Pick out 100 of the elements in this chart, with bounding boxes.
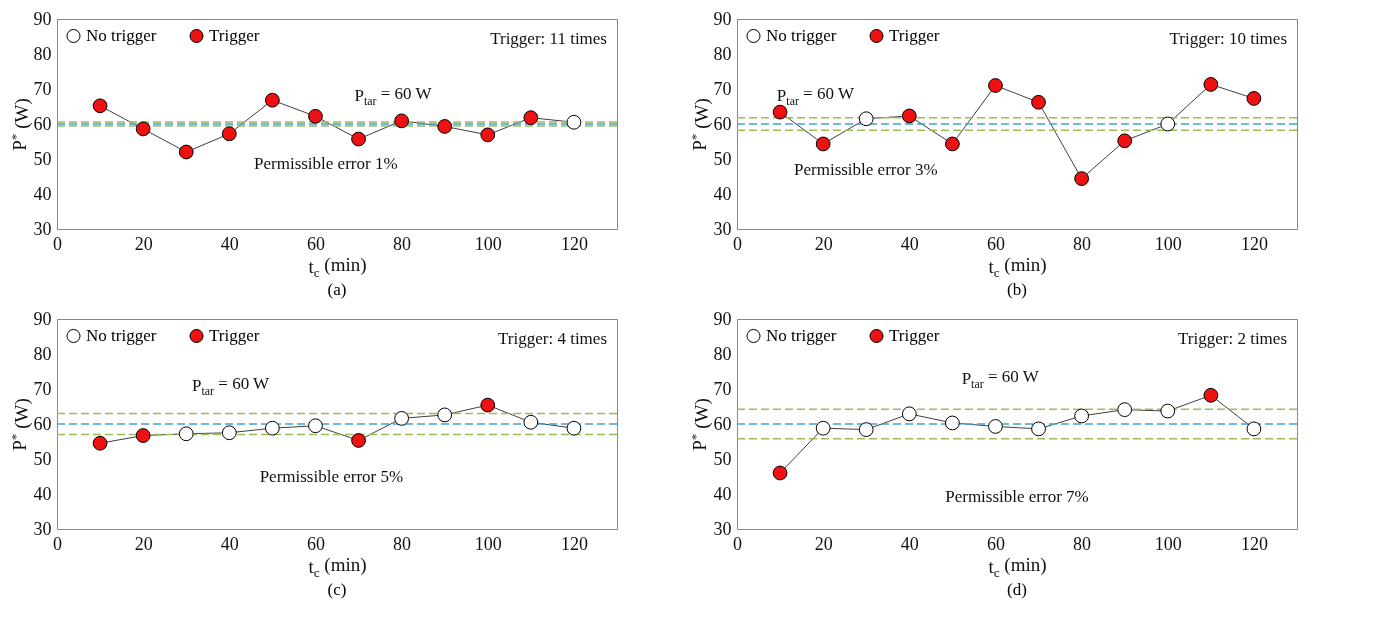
x-axis-title: t$_{c}$ (min) xyxy=(988,553,1047,580)
x-tick-label: 80 xyxy=(1073,533,1092,554)
point xyxy=(1031,94,1046,110)
ref-line-label: Permissible error 5% xyxy=(259,466,404,486)
legend-label: Trigger xyxy=(889,25,940,45)
y-tick-label: 30 xyxy=(713,218,732,239)
y-tick-label: 40 xyxy=(33,483,52,504)
y-tick-label: 50 xyxy=(33,448,52,469)
y-tick-label: 50 xyxy=(713,448,732,469)
point xyxy=(308,108,323,124)
point xyxy=(394,113,410,129)
y-tick-label: 90 xyxy=(713,8,732,29)
point xyxy=(815,420,831,436)
point xyxy=(1160,403,1176,419)
point xyxy=(988,78,1003,93)
point xyxy=(1203,77,1219,92)
legend-label: Trigger xyxy=(889,325,940,345)
x-tick-label: 80 xyxy=(1073,233,1092,254)
y-tick-label: 60 xyxy=(713,113,732,134)
legend-label: No trigger xyxy=(766,325,837,345)
x-tick-label: 20 xyxy=(814,533,833,554)
point xyxy=(1074,408,1090,424)
x-tick-label: 100 xyxy=(1154,533,1182,554)
point xyxy=(351,433,366,448)
x-tick-label: 40 xyxy=(220,233,239,254)
y-tick-label: 60 xyxy=(33,413,52,434)
point xyxy=(1074,171,1090,186)
y-tick-label: 90 xyxy=(33,308,52,329)
y-tick-label: 80 xyxy=(713,343,732,364)
x-tick-label: 80 xyxy=(393,533,412,554)
legend-label: Trigger xyxy=(209,325,260,345)
point xyxy=(135,121,151,137)
point xyxy=(178,144,194,160)
x-tick-label: 60 xyxy=(306,533,325,554)
point xyxy=(772,465,788,481)
text: (a) xyxy=(327,280,347,299)
point xyxy=(221,126,237,142)
legend-label: Trigger xyxy=(209,25,260,45)
x-tick-label: 120 xyxy=(1240,533,1268,554)
point xyxy=(1117,133,1133,149)
x-tick-label: 40 xyxy=(900,233,919,254)
x-tick-label: 40 xyxy=(220,533,239,554)
point xyxy=(92,435,108,451)
x-axis-title: t$_{c}$ (min) xyxy=(988,253,1047,280)
y-tick-label: 90 xyxy=(713,308,732,329)
point xyxy=(1246,91,1262,106)
ref-line-label: Permissible error 1% xyxy=(254,154,398,174)
point xyxy=(1203,387,1219,403)
point xyxy=(308,418,323,434)
point xyxy=(480,127,496,143)
annotation: Trigger: 10 times xyxy=(1169,29,1287,48)
y-tick-label: 80 xyxy=(33,343,52,364)
y-tick-label: 60 xyxy=(33,113,52,134)
y-tick-label: 40 xyxy=(713,483,732,504)
x-tick-label: 20 xyxy=(134,533,153,554)
point xyxy=(1117,402,1133,418)
annotation: Trigger: 4 times xyxy=(498,329,607,348)
point xyxy=(1031,421,1046,437)
point xyxy=(264,420,280,436)
point xyxy=(988,419,1003,434)
point xyxy=(901,108,917,124)
y-tick-label: 90 xyxy=(33,8,52,29)
x-tick-label: 100 xyxy=(474,533,502,554)
x-tick-label: 0 xyxy=(733,533,742,554)
point xyxy=(437,407,453,423)
y-tick-label: 30 xyxy=(33,518,52,539)
y-tick-label: 40 xyxy=(33,183,52,204)
y-tick-label: 70 xyxy=(713,378,732,399)
y-tick-label: 60 xyxy=(713,413,732,434)
legend-label: No trigger xyxy=(86,25,157,45)
y-tick-label: 70 xyxy=(33,378,52,399)
ref-line-label: Permissible error 3% xyxy=(794,160,938,180)
x-tick-label: 60 xyxy=(306,233,325,254)
point xyxy=(221,425,237,441)
point xyxy=(351,131,366,147)
x-tick-label: 120 xyxy=(560,533,588,554)
point xyxy=(394,411,410,426)
point xyxy=(772,104,788,120)
point xyxy=(858,422,874,437)
text: (d) xyxy=(1007,580,1027,599)
y-tick-label: 50 xyxy=(33,148,52,169)
point xyxy=(901,406,917,422)
x-tick-label: 20 xyxy=(814,233,833,254)
annotation: Trigger: 11 times xyxy=(490,29,607,48)
x-tick-label: 120 xyxy=(1240,233,1268,254)
x-tick-label: 60 xyxy=(986,533,1005,554)
y-tick-label: 30 xyxy=(33,218,52,239)
x-axis-title: t$_{c}$ (min) xyxy=(308,553,367,580)
y-tick-label: 40 xyxy=(713,183,732,204)
point xyxy=(135,428,151,443)
x-tick-label: 20 xyxy=(134,233,153,254)
ref-line-label: P$_{tar}$ = 60 W xyxy=(354,84,433,108)
x-tick-label: 100 xyxy=(1154,233,1182,254)
point xyxy=(523,414,539,430)
point xyxy=(1246,421,1262,437)
point xyxy=(944,415,960,431)
y-tick-label: 70 xyxy=(33,78,52,99)
annotation: Trigger: 2 times xyxy=(1178,329,1287,348)
point xyxy=(566,420,582,436)
point xyxy=(480,397,496,413)
